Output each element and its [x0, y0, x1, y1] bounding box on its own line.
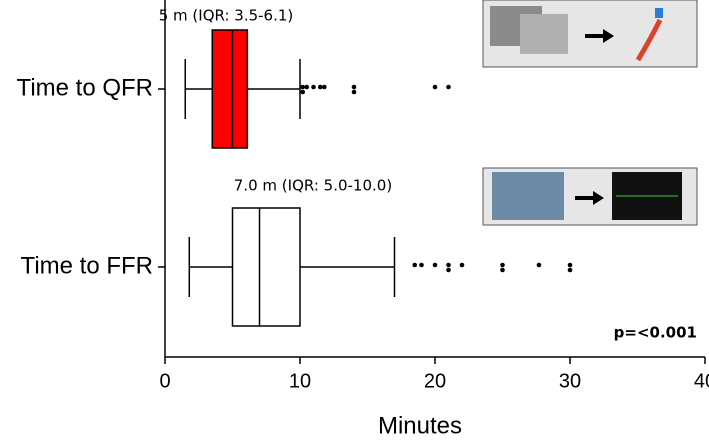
x-tick-label: 20: [424, 370, 446, 392]
outlier: [446, 267, 451, 273]
outlier: [304, 84, 310, 90]
outlier: [300, 84, 306, 90]
outlier: [432, 84, 438, 90]
inset-qfr: [482, 0, 698, 68]
outlier: [432, 262, 438, 268]
x-tick-label: 40: [694, 370, 709, 392]
outlier: [446, 262, 451, 268]
annotation: 7.0 m (IQR: 5.0-10.0): [234, 177, 392, 195]
outlier: [536, 262, 542, 268]
outlier: [351, 89, 357, 95]
x-tick-label: 30: [559, 370, 581, 392]
box: [211, 29, 249, 149]
x-tick-label: 0: [159, 370, 170, 392]
outlier: [500, 267, 505, 273]
x-tick-label: 10: [289, 370, 311, 392]
inset-ffr: [482, 167, 698, 226]
box: [231, 207, 301, 327]
outlier: [412, 262, 418, 268]
outlier: [567, 267, 573, 273]
outlier: [419, 262, 424, 268]
y-tick-label: Time to QFR: [17, 74, 153, 101]
outlier: [322, 84, 327, 90]
outlier: [459, 262, 465, 268]
outlier: [300, 89, 306, 95]
x-axis-label: Minutes: [378, 412, 462, 439]
outlier: [351, 84, 357, 90]
outlier: [311, 84, 316, 90]
outlier: [500, 262, 505, 268]
annotation: p=<0.001: [614, 324, 697, 342]
outlier: [446, 84, 451, 90]
outlier: [317, 84, 323, 90]
y-tick-label: Time to FFR: [21, 252, 153, 279]
outlier: [567, 262, 573, 268]
annotation: 5 m (IQR: 3.5-6.1): [159, 7, 294, 25]
